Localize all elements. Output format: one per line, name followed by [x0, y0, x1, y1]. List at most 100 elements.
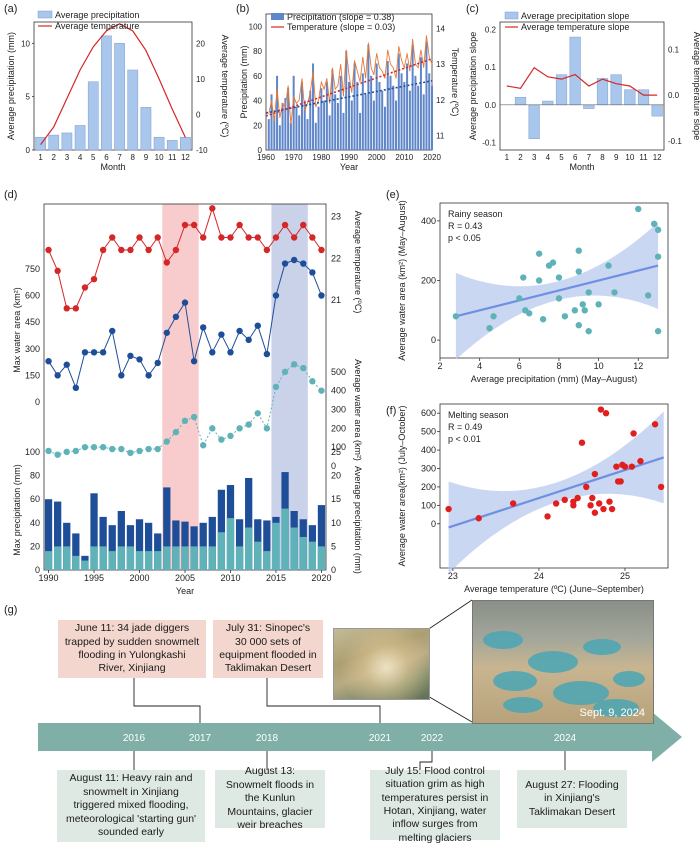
d-bar-avg-precip-1999 [126, 546, 135, 570]
b-xtick-1960: 1960 [257, 153, 275, 162]
d-ytick-maxprecip-0: 0 [35, 565, 40, 575]
d-point-max-water-area-2009 [218, 331, 225, 338]
c-xlabel: Month [569, 162, 594, 172]
d-point-avg-water-area-2014 [263, 425, 271, 432]
d-point-avg-water-area-2012 [245, 421, 252, 428]
d-bar-max-precip-2004 [172, 520, 180, 570]
f-point-27 [630, 430, 637, 437]
d-ytick-maxarea-600: 600 [25, 291, 40, 301]
a-xtick-3: 3 [65, 153, 70, 162]
b-bar-precip-1971 [295, 106, 298, 150]
a-bar-precip-4 [74, 125, 86, 151]
d-bar-avg-precip-2005 [181, 546, 189, 570]
a-xtick-4: 4 [78, 153, 83, 162]
d-point-avg-temperature-2005 [181, 221, 189, 229]
d-point-avg-temperature-2000 [136, 234, 143, 241]
a-xtick-10: 10 [155, 153, 164, 162]
panel-label-g: (g) [4, 604, 17, 616]
d-bar-max-precip-2005 [181, 521, 189, 570]
b-bar-precip-1982 [325, 82, 328, 150]
e-ytick-0: 0 [431, 335, 436, 345]
d-point-avg-water-area-1992 [63, 448, 70, 456]
d-bar-avg-precip-2010 [226, 518, 235, 570]
b-bar-precip-2003 [383, 106, 386, 150]
b-bar-precip-1970 [292, 75, 295, 150]
panel-label-b: (b) [236, 3, 249, 15]
f-ytick-0: 0 [431, 519, 436, 529]
event-2018-bottom: August 13: Snowmelt floods in the Kunlun… [215, 765, 325, 831]
c-ytick--0.1: -0.1 [482, 138, 496, 147]
b-bar-precip-1988 [342, 112, 345, 150]
c-bar-precip-slope-4 [542, 100, 554, 106]
d-point-avg-temperature-2017 [290, 234, 298, 241]
d-bar-avg-precip-2012 [245, 527, 253, 570]
d-xtick-2020: 2020 [311, 573, 331, 583]
event-2024-bottom: August 27: Flooding in Xinjiang's Taklim… [517, 770, 627, 828]
f-point-19 [606, 498, 613, 505]
b-bar-precip-2010 [403, 82, 406, 150]
d-point-max-water-area-1995 [90, 349, 98, 356]
d-bar-avg-precip-2003 [163, 546, 171, 570]
b-bar-precip-2005 [389, 75, 392, 150]
e-point-13 [555, 295, 563, 302]
f-point-15 [595, 500, 603, 507]
d-point-avg-water-area-2008 [209, 425, 216, 432]
d-point-avg-temperature-2006 [190, 221, 198, 229]
f-ytick-300: 300 [421, 463, 436, 473]
e-point-20 [581, 307, 588, 314]
d-ytick-avgprecip-25: 25 [331, 447, 341, 457]
a-legend-swatch-precip [37, 10, 53, 19]
b-bar-precip-1976 [309, 90, 312, 150]
d-point-max-water-area-2001 [145, 372, 152, 379]
b-bar-precip-1980 [320, 88, 323, 150]
d-ytick-avgarea-200: 200 [331, 423, 346, 433]
d-point-avg-temperature-1991 [54, 267, 61, 275]
f-point-30 [657, 483, 665, 491]
d-point-avg-temperature-2003 [163, 259, 171, 266]
b-ytick-right-11: 11 [436, 132, 445, 141]
e-xtick-12: 12 [633, 361, 643, 371]
timeline-year-2017: 2017 [189, 733, 212, 744]
b-xtick-1990: 1990 [340, 153, 358, 162]
d-point-avg-temperature-2009 [218, 234, 225, 241]
e-xtick-10: 10 [594, 361, 604, 371]
d-bar-max-precip-2020 [317, 505, 326, 570]
b-bar-precip-1986 [336, 103, 339, 150]
a-bar-precip-12 [180, 136, 191, 151]
a-xtick-6: 6 [104, 153, 109, 162]
f-point-12 [589, 494, 596, 502]
e-fit-line [455, 264, 659, 318]
d-bar-max-precip-2009 [217, 489, 226, 570]
f-point-7 [570, 498, 577, 505]
d-point-max-water-area-1990 [45, 357, 52, 365]
b-xtick-2020: 2020 [423, 153, 441, 162]
b-bar-precip-2012 [408, 90, 411, 150]
d-point-max-water-area-1991 [54, 372, 61, 379]
b-bar-precip-1981 [323, 100, 326, 150]
d-point-avg-water-area-2016 [281, 368, 289, 376]
d-point-avg-water-area-1996 [99, 443, 107, 451]
b-xtick-1980: 1980 [312, 153, 330, 162]
d-point-max-water-area-1994 [81, 349, 89, 356]
d-ytick-avgarea-100: 100 [331, 442, 346, 452]
d-point-max-water-area-2013 [254, 322, 261, 329]
d-point-avg-water-area-2004 [172, 428, 180, 436]
d-xtick-2010: 2010 [220, 573, 240, 583]
b-bar-precip-1983 [328, 115, 331, 150]
b-ytick-60: 60 [253, 72, 262, 81]
c-ytick-0.0: 0.0 [485, 101, 497, 110]
frame-f [439, 403, 669, 569]
e-point-27 [644, 292, 652, 299]
panel-label-d: (d) [4, 189, 17, 201]
d-point-avg-temperature-2019 [309, 234, 316, 241]
b-bar-precip-1998 [370, 75, 373, 150]
timeline-year-2018: 2018 [256, 733, 279, 744]
d-bar-max-precip-1996 [99, 516, 107, 570]
f-annot-p: p < 0.01 [448, 434, 481, 444]
c-ylabel: Average precipitation slope [468, 32, 478, 140]
c-ytick-right-0.0: 0.0 [668, 91, 680, 100]
d-bar-avg-precip-2016 [281, 508, 289, 570]
a-bar-precip-6 [101, 35, 112, 151]
a-bar-precip-9 [140, 107, 152, 151]
d-ylabel-avgprecip: Average precipitation (mm) [353, 466, 363, 574]
